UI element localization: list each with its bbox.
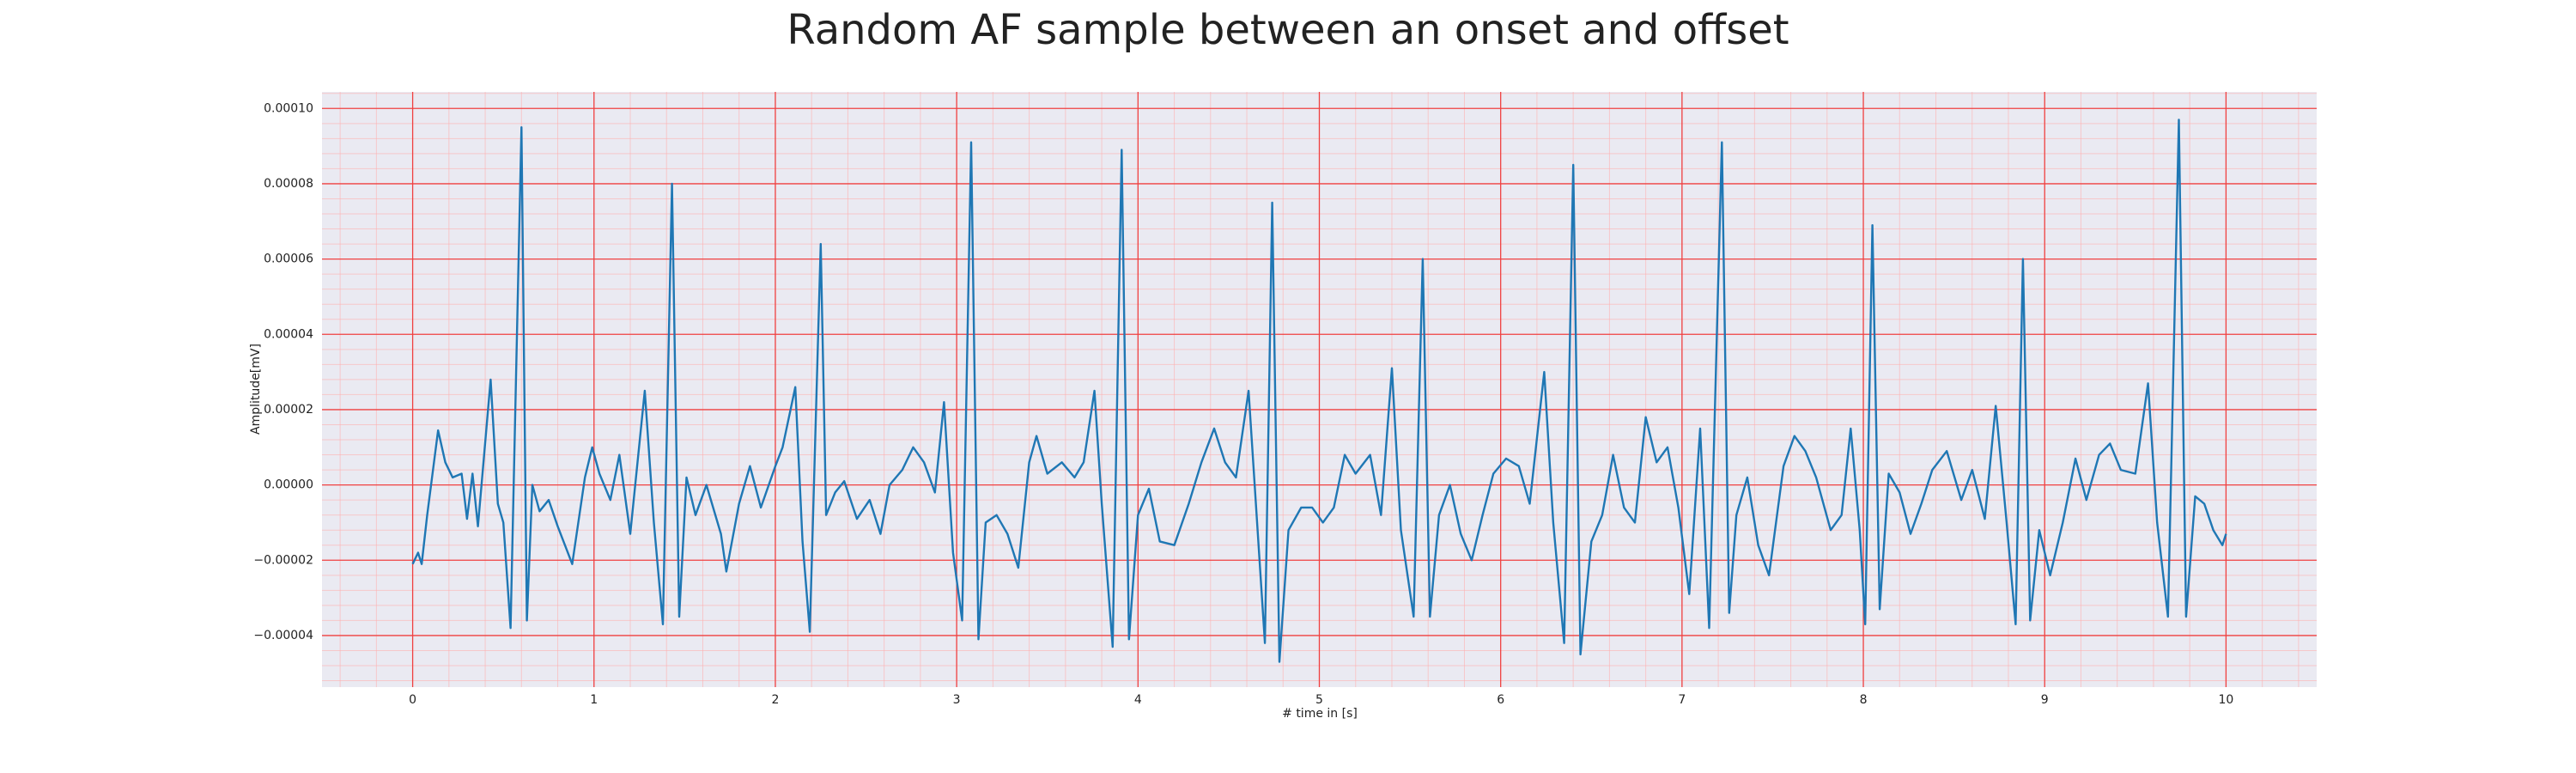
y-tick-label: 0.00004 — [264, 327, 313, 341]
x-tick-label: 2 — [771, 693, 779, 707]
y-axis-label: Amplitude[mV] — [249, 344, 263, 435]
signal-line — [411, 119, 2227, 663]
x-tick-label: 7 — [1678, 693, 1686, 707]
y-tick-label: 0.00006 — [264, 253, 313, 266]
x-tick-label: 10 — [2218, 693, 2233, 707]
y-tick-label: 0.00008 — [264, 177, 313, 191]
x-tick-label: 9 — [2041, 693, 2049, 707]
x-tick-label: 1 — [590, 693, 598, 707]
chart-title: Random AF sample between an onset and of… — [787, 6, 1789, 54]
x-tick-label: 8 — [1860, 693, 1868, 707]
y-tick-label: 0.00010 — [264, 101, 313, 115]
x-tick-label: 0 — [409, 693, 416, 707]
x-tick-label: 3 — [953, 693, 961, 707]
y-tick-label: −0.00002 — [253, 553, 313, 567]
y-tick-label: 0.00000 — [264, 478, 313, 492]
x-tick-label: 5 — [1315, 693, 1323, 707]
x-tick-label: 4 — [1134, 693, 1142, 707]
x-tick-label: 6 — [1497, 693, 1504, 707]
x-axis-label: # time in [s] — [1282, 707, 1358, 721]
y-tick-label: −0.00004 — [253, 629, 313, 642]
y-tick-label: 0.00002 — [264, 403, 313, 417]
